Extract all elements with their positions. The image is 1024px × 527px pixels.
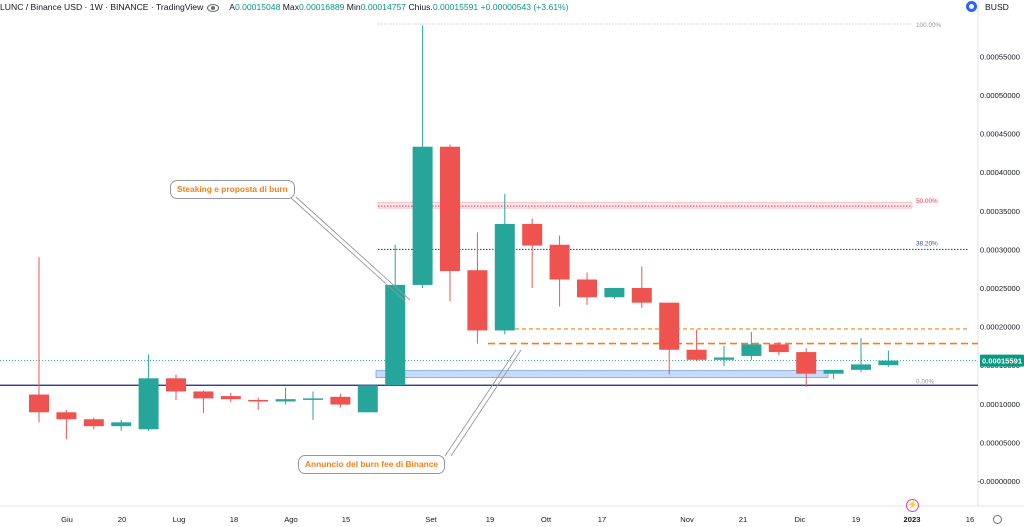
x-tick-label: 19 <box>486 515 494 524</box>
x-tick-label: 2023 <box>904 515 921 524</box>
candle-body <box>275 399 296 402</box>
fib-0-label: 0.00% <box>916 378 934 385</box>
candle-body <box>220 396 241 400</box>
symbol-title[interactable]: LUNC / Binance USD · 1W · BINANCE · Trad… <box>0 2 204 12</box>
x-tick-label: 21 <box>739 515 747 524</box>
open-value: 0.00015048 <box>234 2 281 12</box>
candle-body <box>796 352 817 374</box>
high-label: Max <box>282 2 299 12</box>
support-zone <box>375 370 829 378</box>
x-tick-label: Giu <box>61 515 73 524</box>
candle-body <box>604 288 625 298</box>
x-tick-label: 15 <box>342 515 350 524</box>
close-label: Chius. <box>408 2 433 12</box>
y-tick-label: 0.00055000 <box>980 52 1020 61</box>
currency-circle-icon[interactable] <box>966 1 977 12</box>
candle-body <box>494 223 515 331</box>
candle-body <box>248 399 269 402</box>
x-tick-label: Nov <box>680 515 694 524</box>
grid <box>0 0 1024 507</box>
x-tick-label: Ott <box>541 515 552 524</box>
y-tick-label: 0.00040000 <box>980 168 1020 177</box>
candle-body <box>303 398 323 400</box>
candle-body <box>111 422 132 427</box>
y-tick-label: 0.00045000 <box>980 130 1020 139</box>
candle-body <box>29 394 49 413</box>
candle-body <box>714 357 734 360</box>
candle-body <box>357 385 378 413</box>
y-tick-label: -0.00000000 <box>977 477 1020 486</box>
candle-body <box>138 378 159 430</box>
timeline-bolt-icon[interactable]: ⚡ <box>906 499 919 512</box>
candle-body <box>549 244 570 280</box>
x-tick-label: 19 <box>852 515 860 524</box>
y-tick-label: 0.00020000 <box>980 323 1020 332</box>
levels: 100.00% 50.00% 38.20% 0.00% <box>0 22 978 386</box>
candle-body <box>878 360 899 366</box>
candle-body <box>83 419 104 427</box>
x-tick-label: 18 <box>230 515 238 524</box>
y-axis[interactable]: 0.00055000 0.00050000 0.00045000 0.00040000… <box>977 52 1024 486</box>
fib-50-band <box>377 201 913 209</box>
candle-body <box>851 364 871 370</box>
candles <box>29 25 899 440</box>
x-tick-label: 20 <box>118 515 126 524</box>
y-tick-label: 0.00025000 <box>980 284 1020 293</box>
candle-body <box>631 288 652 303</box>
leader-1a <box>289 196 406 302</box>
y-tick-label: 0.00005000 <box>980 438 1020 447</box>
x-tick-label: 16 <box>966 515 974 524</box>
high-value: 0.00016889 <box>299 2 345 12</box>
close-value: 0.00015591 <box>432 2 479 12</box>
leader-2a <box>444 349 517 457</box>
candle-body <box>823 369 844 374</box>
last-price-tag <box>980 354 1024 367</box>
candle-body <box>659 302 680 350</box>
candle-body <box>577 279 597 298</box>
leader-1b <box>295 196 411 301</box>
candle-body <box>768 344 789 353</box>
candle-body <box>467 270 488 331</box>
callout-leaders <box>289 196 522 457</box>
candle-body <box>385 284 406 386</box>
candle-body <box>686 349 707 360</box>
candle-body <box>330 396 351 405</box>
open-label: A <box>229 2 235 12</box>
x-tick-label: 17 <box>598 515 606 524</box>
candle-body <box>522 223 543 246</box>
y-tick-label: 0.00010000 <box>980 400 1020 409</box>
currency-label[interactable]: BUSD <box>985 2 1009 12</box>
fib-100-label: 100.00% <box>916 22 942 29</box>
callout-staking-burn[interactable]: Steaking e proposta di burn <box>170 180 295 199</box>
last-price-label: 0.00015591 <box>982 357 1023 366</box>
low-value: 0.00014757 <box>360 2 407 12</box>
callout-binance-burn-fee[interactable]: Annuncio del burn fee di Binance <box>298 455 446 474</box>
x-tick-label: Dic <box>795 515 806 524</box>
chart-header: LUNC / Binance USD · 1W · BINANCE · Trad… <box>0 0 978 14</box>
candle-body <box>440 146 460 272</box>
eye-icon[interactable] <box>207 3 220 12</box>
candle-body <box>193 391 214 399</box>
low-label: Min <box>346 2 361 12</box>
candle-body <box>741 344 762 356</box>
x-tick-label: Ago <box>284 515 298 524</box>
x-tick-label: Lug <box>173 515 186 524</box>
fib-382-label: 38.20% <box>916 240 938 247</box>
x-axis[interactable]: Giu 20 Lug 18 Ago 15 Set 19 Ott 17 Nov 21 Dic 19 2023 1… <box>61 515 974 524</box>
gear-icon[interactable] <box>993 515 1002 524</box>
candle-body <box>56 412 77 420</box>
change-value: +0.00000543 (+3.61%) <box>480 2 569 12</box>
y-tick-label: 0.00050000 <box>980 91 1020 100</box>
fib-50-label: 50.00% <box>916 198 938 205</box>
y-tick-label: 0.00030000 <box>980 245 1020 254</box>
candle-body <box>412 146 433 285</box>
candle-body <box>166 378 186 392</box>
leader-2b <box>450 349 522 457</box>
y-tick-label: 0.00035000 <box>980 207 1020 216</box>
x-tick-label: Set <box>425 515 437 524</box>
